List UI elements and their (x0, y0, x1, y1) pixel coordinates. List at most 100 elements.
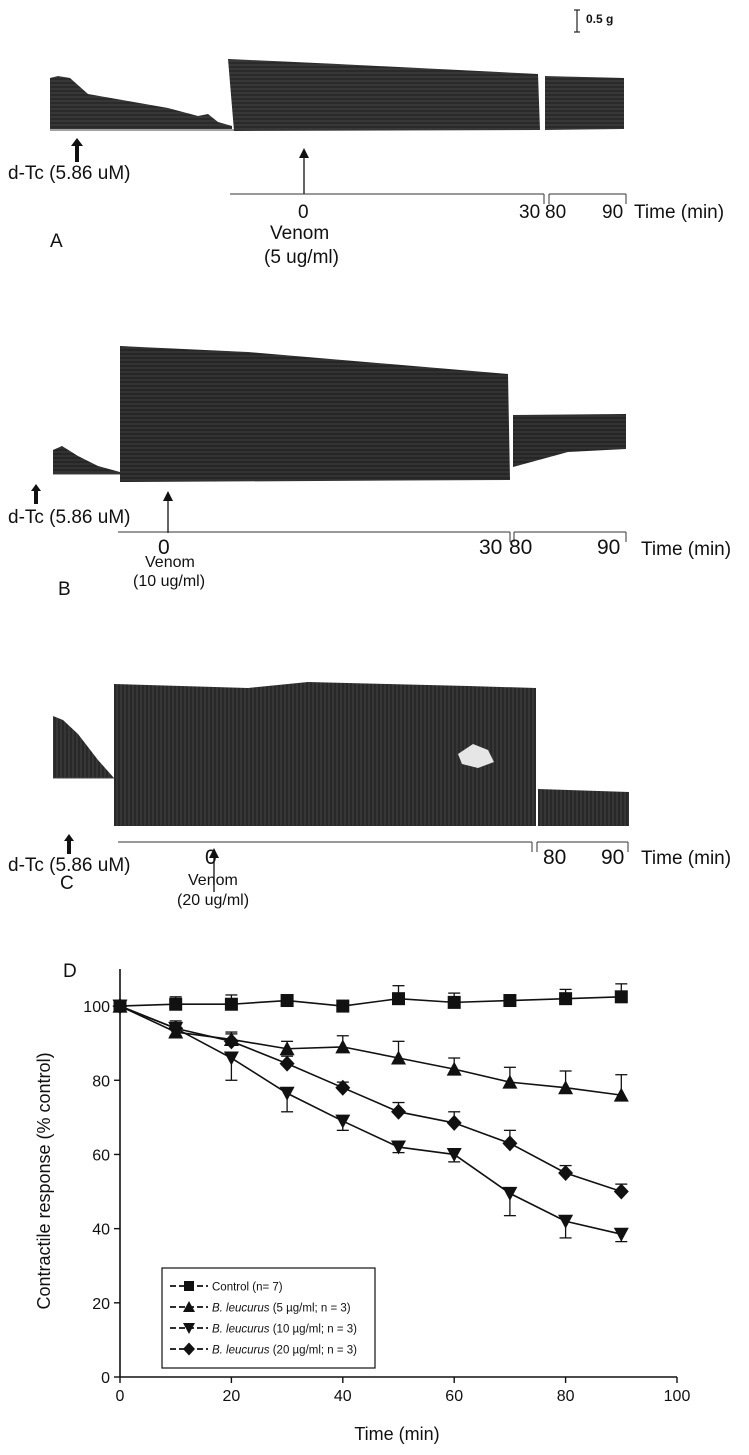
series-line (119, 996, 622, 1007)
dtc-label-a: d-Tc (5.86 uM) (8, 163, 131, 184)
time-tick-c-90: 90 (601, 846, 625, 869)
legend-entry: Control (n= 7) (212, 1282, 283, 1294)
time-tick-c-0: 0 (205, 846, 217, 869)
chart-ticks: 0 20 40 60 80 100 0 20 40 60 80 100 (83, 999, 690, 1405)
panel-letter-a: A (50, 231, 63, 252)
y-tick-label: 40 (92, 1222, 110, 1239)
x-tick-label: 0 (116, 1388, 125, 1405)
legend-entry: B. leucurus (5 µg/ml; n = 3) (212, 1303, 351, 1315)
contractile-response-chart: D 0 20 40 60 80 100 0 20 40 60 80 100 Time (min) Co… (34, 961, 690, 1444)
y-axis-label: Contractile response (% control) (34, 1052, 54, 1309)
legend-marker (184, 1281, 194, 1291)
time-axis-c (118, 841, 629, 852)
legend-entry: B. leucurus (20 µg/ml; n = 3) (212, 1345, 357, 1357)
data-point (502, 1074, 518, 1089)
x-tick-label: 40 (334, 1388, 352, 1405)
data-point (168, 1020, 184, 1037)
dtc-arrow-b (31, 484, 41, 504)
venom-dose-c: (20 ug/ml) (177, 892, 250, 909)
chart-legend: Control (n= 7) B. leucurus (5 µg/ml; n = … (161, 1267, 376, 1369)
time-axis-a (230, 193, 627, 204)
panel-letter-c: C (60, 873, 74, 894)
data-point (279, 1086, 295, 1101)
data-point (446, 1147, 462, 1162)
x-tick-label: 100 (664, 1388, 691, 1405)
venom-label-c: Venom (188, 872, 238, 889)
time-label-c: Time (min) (641, 848, 732, 869)
data-point (169, 997, 183, 1011)
series-4 (112, 998, 629, 1200)
data-point (223, 1033, 239, 1050)
panel-letter-d: D (63, 961, 77, 982)
x-tick-label: 60 (445, 1388, 463, 1405)
time-label-b: Time (min) (641, 539, 732, 560)
venom-dose-a: (5 ug/ml) (264, 247, 339, 268)
data-point (335, 1039, 351, 1054)
data-point (391, 1050, 406, 1065)
chart-axes (119, 969, 677, 1378)
legend-marker (183, 1342, 195, 1356)
data-point (391, 1140, 406, 1155)
data-point (558, 1080, 574, 1095)
scale-bar-line (574, 9, 580, 33)
dtc-label-c: d-Tc (5.86 uM) (8, 855, 131, 876)
data-point (558, 1165, 574, 1181)
series-2 (112, 998, 629, 1102)
data-point (279, 1041, 295, 1056)
venom-arrow-a (299, 148, 309, 194)
data-point (335, 1079, 351, 1096)
data-point (614, 990, 628, 1004)
data-point (391, 1103, 406, 1120)
time-tick-a-30: 30 (519, 202, 541, 223)
data-point (502, 1186, 518, 1201)
venom-arrow-b (163, 491, 173, 533)
y-tick-label: 20 (92, 1296, 110, 1313)
data-point (224, 997, 238, 1011)
time-tick-b-90: 90 (597, 536, 621, 559)
time-tick-b-80: 80 (509, 536, 533, 559)
legend-entry: B. leucurus (10 µg/ml; n = 3) (212, 1324, 357, 1336)
myograph-trace-c (53, 682, 629, 826)
time-tick-a-80: 80 (545, 202, 567, 223)
chart-series (112, 983, 629, 1243)
data-point (335, 1114, 351, 1129)
myograph-trace-a (50, 59, 624, 131)
y-tick-label: 0 (101, 1370, 110, 1387)
legend-marker (183, 1323, 195, 1334)
data-point (613, 1183, 629, 1200)
data-point (559, 992, 573, 1006)
series-1 (113, 983, 628, 1013)
data-point (503, 994, 517, 1008)
y-tick-label: 60 (92, 1147, 110, 1164)
dtc-arrow-a (71, 138, 83, 162)
venom-label-b: Venom (145, 554, 195, 571)
data-point (502, 1135, 518, 1152)
data-point (558, 1214, 574, 1229)
y-tick-label: 80 (92, 1073, 110, 1090)
venom-label-a: Venom (270, 223, 330, 244)
series-line (119, 1005, 622, 1193)
x-tick-label: 80 (557, 1388, 575, 1405)
chart-panel-d: D 0 20 40 60 80 100 0 20 40 60 80 100 Time (min) Co… (0, 950, 749, 1450)
data-point (280, 994, 294, 1008)
data-point (223, 1051, 239, 1066)
time-axis-b (118, 531, 627, 542)
venom-dose-b: (10 ug/ml) (133, 573, 206, 590)
x-axis-label: Time (min) (354, 1424, 439, 1444)
series-line (119, 1005, 622, 1096)
time-tick-b-30: 30 (479, 536, 503, 559)
dtc-label-b: d-Tc (5.86 uM) (8, 507, 131, 528)
data-point (613, 1227, 629, 1242)
data-point (336, 999, 350, 1013)
data-point (613, 1087, 629, 1102)
time-tick-a-90: 90 (602, 202, 624, 223)
series-3 (112, 999, 629, 1243)
x-tick-label: 20 (223, 1388, 241, 1405)
y-tick-label: 100 (83, 999, 110, 1016)
time-label-a: Time (min) (634, 202, 725, 223)
dtc-arrow-c (64, 834, 74, 854)
time-tick-c-80: 80 (543, 846, 567, 869)
series-line (119, 1005, 622, 1235)
panel-letter-b: B (58, 579, 71, 600)
scale-bar-label: 0.5 g (586, 12, 614, 26)
